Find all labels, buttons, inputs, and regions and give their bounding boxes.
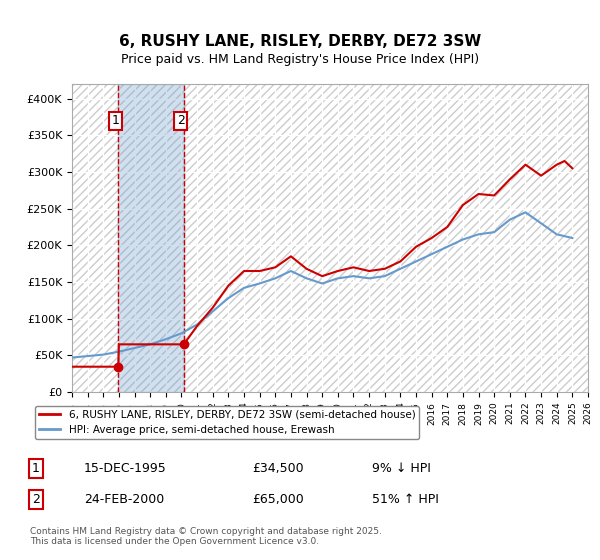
Text: 15-DEC-1995: 15-DEC-1995 bbox=[84, 462, 167, 475]
Legend: 6, RUSHY LANE, RISLEY, DERBY, DE72 3SW (semi-detached house), HPI: Average price: 6, RUSHY LANE, RISLEY, DERBY, DE72 3SW (… bbox=[35, 405, 419, 439]
Text: 1: 1 bbox=[111, 114, 119, 128]
Text: 6, RUSHY LANE, RISLEY, DERBY, DE72 3SW: 6, RUSHY LANE, RISLEY, DERBY, DE72 3SW bbox=[119, 34, 481, 49]
Text: Price paid vs. HM Land Registry's House Price Index (HPI): Price paid vs. HM Land Registry's House … bbox=[121, 53, 479, 66]
Text: 2: 2 bbox=[177, 114, 185, 128]
Text: £34,500: £34,500 bbox=[252, 462, 304, 475]
Text: 24-FEB-2000: 24-FEB-2000 bbox=[84, 493, 164, 506]
Text: 9% ↓ HPI: 9% ↓ HPI bbox=[372, 462, 431, 475]
Text: £65,000: £65,000 bbox=[252, 493, 304, 506]
Bar bbox=[118, 84, 184, 392]
Text: Contains HM Land Registry data © Crown copyright and database right 2025.
This d: Contains HM Land Registry data © Crown c… bbox=[30, 526, 382, 546]
Text: 2: 2 bbox=[32, 493, 40, 506]
Text: 1: 1 bbox=[32, 462, 40, 475]
Text: 51% ↑ HPI: 51% ↑ HPI bbox=[372, 493, 439, 506]
